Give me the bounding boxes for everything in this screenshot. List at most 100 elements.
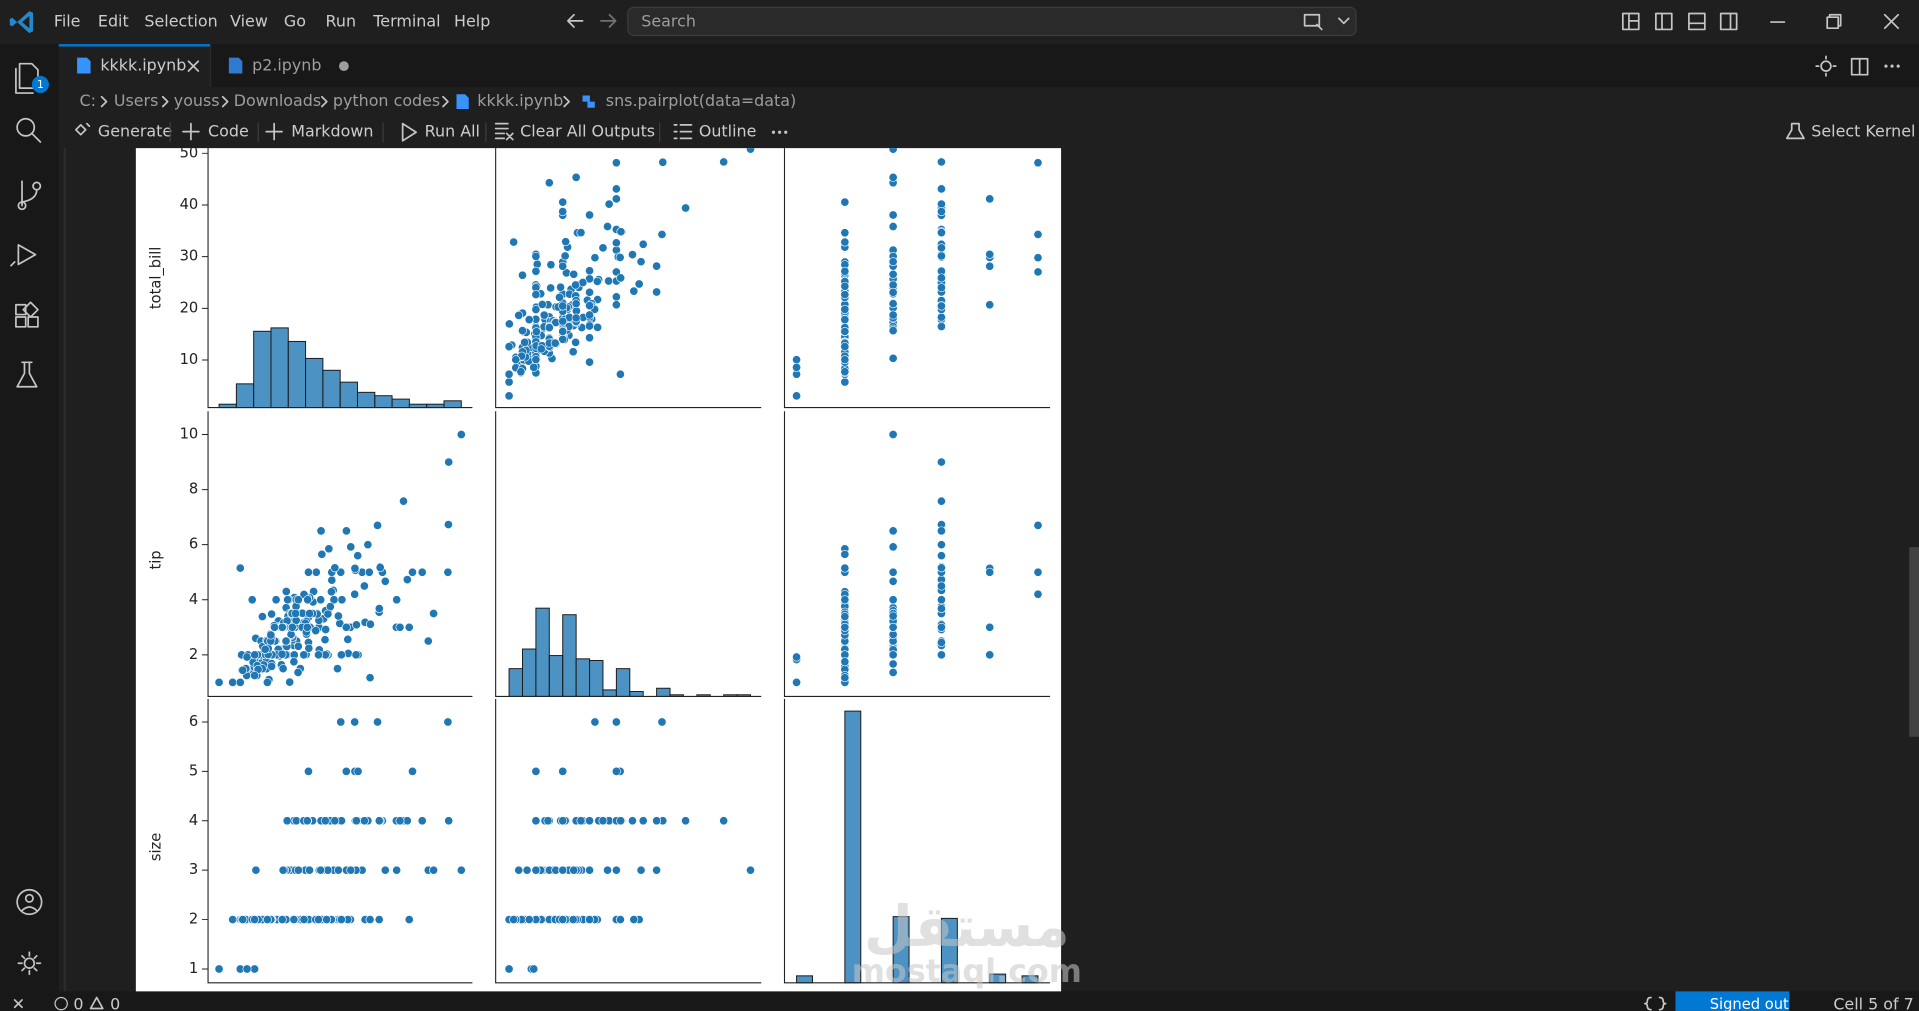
copilot-dropdown[interactable] [1338,17,1350,25]
warning-icon [89,996,104,1010]
scatter-point [329,595,339,605]
copilot-icon[interactable] [1303,13,1323,31]
toggle-secondary-sidebar[interactable] [1719,12,1738,31]
scatter-point [324,544,334,554]
toolbar-button[interactable]: Run All [425,122,480,141]
tab-close[interactable] [187,60,200,72]
split-editor[interactable] [1850,57,1869,76]
scatter-point [456,430,466,439]
scatter-point [291,816,301,826]
scatter-point [511,355,521,365]
panel-spines [207,148,473,409]
activity-bar [0,44,59,992]
menu-item[interactable]: Run [326,12,357,31]
scatter-point [611,766,621,776]
hist-bar [253,330,272,409]
select-kernel[interactable]: Select Kernel [1811,122,1915,141]
scatter-point [531,290,541,300]
y-tick-label: 40 [180,196,199,213]
settings-icon[interactable] [17,951,42,976]
scatter-point [365,673,375,683]
layout-custom[interactable] [1621,12,1640,31]
toggle-sidebar[interactable] [1655,12,1673,31]
hist-bar [629,691,644,697]
scatter-point [304,766,313,776]
testing-icon[interactable] [16,361,38,388]
hist-bar [356,391,376,409]
menu-item[interactable]: Help [454,12,490,31]
menu-item[interactable]: Selection [144,12,217,31]
toolbar-button[interactable]: Code [208,122,249,141]
scatter-point [524,315,534,325]
close-window[interactable] [1883,13,1900,30]
scatter-point [936,157,946,167]
menu-item[interactable]: File [54,12,81,31]
notebook-settings[interactable] [1815,55,1837,77]
toolbar-button[interactable]: Outline [699,122,757,141]
search-box[interactable] [627,6,1357,37]
menu-item[interactable]: Terminal [372,12,440,31]
tab-label[interactable]: p2.ipynb [252,56,321,75]
scatter-point [840,315,850,325]
extensions-icon[interactable] [15,301,39,328]
scatter-point [323,609,333,619]
scatter-point [351,620,361,630]
forward-button[interactable] [600,13,617,28]
scatter-point [792,677,802,687]
menu-item[interactable]: View [230,12,268,31]
scatter-point [518,326,527,336]
scatter-point [504,964,514,974]
breadcrumb-item[interactable]: kkkk.ipynb [477,91,563,110]
back-button[interactable] [567,13,584,28]
menu-item[interactable]: Go [284,12,306,31]
scatter-point [628,250,637,260]
account-button[interactable] [1675,991,1790,1011]
scatter-point [719,816,729,826]
breadcrumb-item[interactable]: Users [114,91,159,110]
scatter-point [840,367,850,377]
y-tick-label: 10 [180,351,199,368]
scatter-point [936,637,946,647]
add-code-icon [182,122,200,141]
search-icon[interactable] [16,117,42,143]
scatter-point [363,540,373,550]
toolbar-button[interactable]: Generate [98,122,172,141]
menu-item[interactable]: Edit [98,12,129,31]
warning-count[interactable]: 0 [110,994,120,1011]
source-control-icon[interactable] [17,180,42,211]
breadcrumb-item[interactable]: python codes [333,91,440,110]
remote-indicator[interactable] [13,999,23,1009]
breadcrumb-item[interactable]: Downloads [234,91,321,110]
language-braces[interactable] [1644,996,1667,1011]
scatter-point [529,362,539,372]
accounts-icon[interactable] [16,888,43,916]
scatter-point [569,269,579,279]
scatter-point [936,184,946,194]
scrollbar[interactable] [1909,547,1919,737]
scatter-point [571,280,581,290]
account-status[interactable]: Signed out [1710,996,1789,1011]
scatter-point [840,342,850,352]
scatter-point [936,650,946,660]
toggle-panel[interactable] [1688,12,1706,31]
toolbar-button[interactable]: Markdown [291,122,373,141]
run-debug-icon[interactable] [10,243,37,267]
more-actions[interactable] [1884,64,1900,68]
scatter-point [316,526,326,536]
scatter-point [616,227,626,237]
scatter-point [443,567,453,577]
toolbar-button[interactable]: Clear All Outputs [520,122,655,141]
breadcrumb-item[interactable]: sns.pairplot(data=data) [606,91,796,110]
hist-bar [844,710,862,984]
scatter-point [353,766,363,776]
cell-position[interactable]: Cell 5 of 7 [1833,994,1913,1011]
error-count[interactable]: 0 [73,994,83,1011]
scatter-point [266,630,276,640]
breadcrumb-item[interactable]: youss [174,91,220,110]
tab-label[interactable]: kkkk.ipynb [100,56,186,75]
symbol-icon [582,95,595,108]
restore[interactable] [1826,13,1842,30]
breadcrumb-item[interactable]: C: [80,91,96,110]
